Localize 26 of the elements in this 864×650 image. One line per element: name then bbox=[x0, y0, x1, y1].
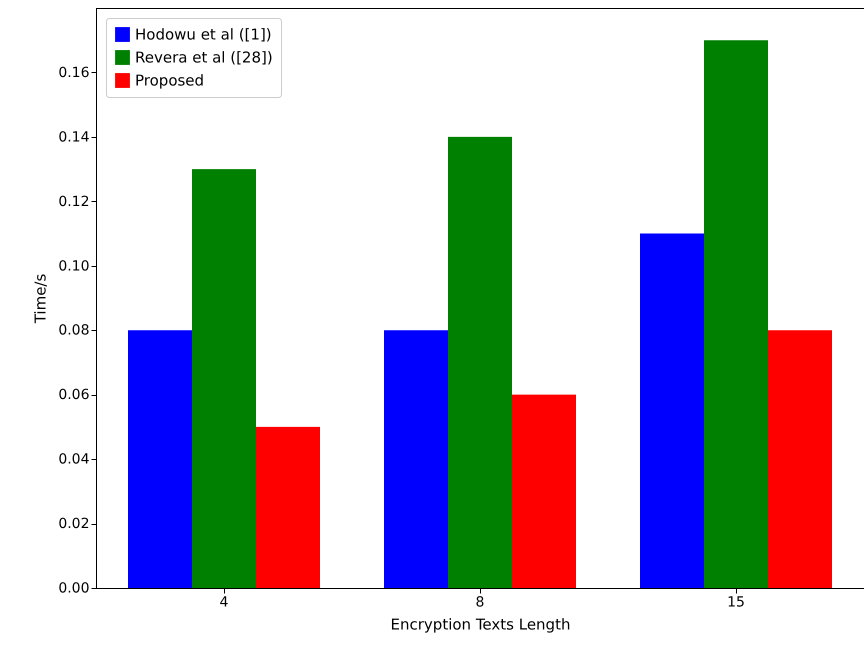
y-tick-label: 0.12 bbox=[58, 194, 90, 210]
bar bbox=[704, 40, 768, 588]
bar bbox=[640, 234, 704, 588]
y-tick-label: 0.14 bbox=[58, 129, 90, 146]
y-tick-label: 0.04 bbox=[58, 452, 90, 468]
bar bbox=[768, 330, 832, 588]
y-tick-label: 0.00 bbox=[58, 580, 90, 596]
bar bbox=[192, 169, 256, 588]
bar bbox=[384, 330, 448, 588]
bar bbox=[128, 330, 192, 588]
bar bbox=[512, 394, 576, 588]
legend-label: Hodowu et al ([1]) bbox=[135, 26, 272, 44]
y-tick-label: 0.06 bbox=[58, 387, 90, 404]
bar bbox=[256, 426, 320, 588]
legend-label: Revera et al ([28]) bbox=[135, 48, 273, 66]
legend-label: Proposed bbox=[135, 72, 204, 90]
y-tick-label: 0.08 bbox=[58, 322, 90, 339]
x-tick-label: 4 bbox=[220, 594, 229, 610]
x-axis-title: Encryption Texts Length bbox=[390, 616, 570, 634]
bar bbox=[448, 136, 512, 588]
y-tick-label: 0.16 bbox=[58, 64, 90, 81]
y-tick-label: 0.10 bbox=[58, 258, 90, 274]
y-axis-title: Time/s bbox=[31, 274, 50, 324]
y-tick-label: 0.02 bbox=[58, 516, 90, 532]
x-tick-label: 8 bbox=[476, 594, 484, 610]
x-tick-label: 15 bbox=[727, 594, 745, 610]
